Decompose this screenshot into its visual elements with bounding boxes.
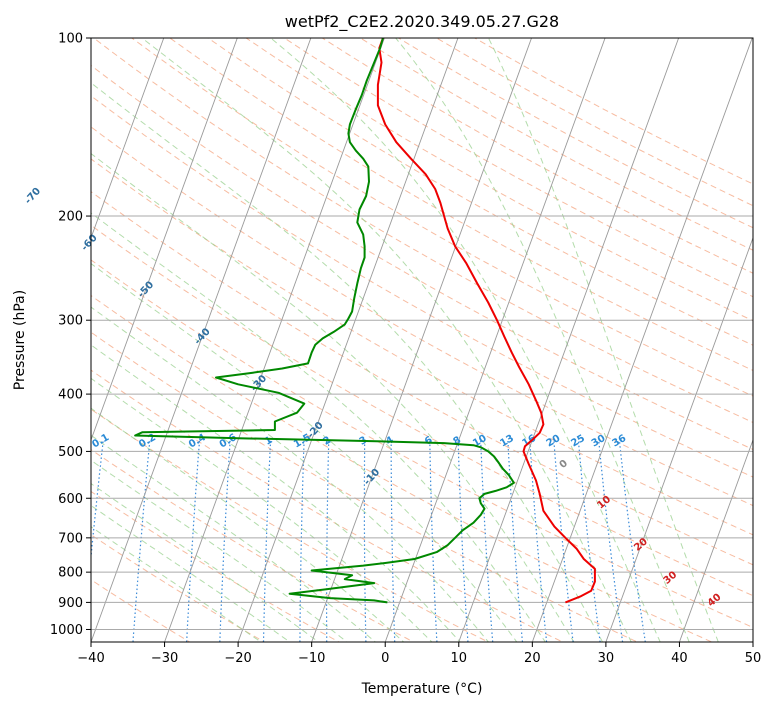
x-tick-label: 50 [745, 651, 762, 666]
isobars [91, 38, 753, 630]
y-tick-label: 1000 [50, 623, 83, 638]
y-tick-label: 200 [58, 210, 83, 225]
isotherm-line [605, 236, 753, 642]
dry-adiabat-line [473, 38, 753, 185]
mixing-ratio-label: 1 [263, 435, 275, 448]
moist-adiabat-line [91, 377, 433, 642]
moist-adiabat-line [269, 38, 661, 642]
dry-adiabat-line [207, 38, 753, 346]
y-tick-label: 400 [58, 388, 83, 403]
isotherm-line [458, 38, 680, 642]
y-tick-label: 300 [58, 314, 83, 329]
mixing-ratio-line [132, 440, 151, 642]
moist-adiabat-line [91, 212, 546, 642]
isotherm-line [678, 438, 753, 642]
dry-adiabat-line [91, 294, 713, 642]
y-tick-label: 600 [58, 492, 83, 507]
y-tick-label: 700 [58, 531, 83, 546]
dry-adiabat-line [130, 38, 753, 397]
moist-adiabat-line [91, 434, 377, 642]
y-tick-label: 800 [58, 566, 83, 581]
axis-ticks: −40 −30 −20 −10 0 10 20 30 40 50 100 200 300 400 500 60… [50, 32, 761, 667]
mixing-ratio-line [262, 440, 272, 642]
x-tick-label: 40 [671, 651, 688, 666]
x-tick-label: −40 [77, 651, 104, 666]
mixing-ratio-line [299, 440, 305, 642]
dry-adiabat-line [435, 38, 753, 207]
moist-adiabat-line [91, 344, 461, 642]
x-tick-label: 20 [524, 651, 541, 666]
mixing-ratio-line [598, 440, 624, 642]
mixing-ratio-line [429, 440, 438, 642]
mixing-ratio-line [577, 440, 601, 642]
mixing-ratio-label: 2 [321, 435, 333, 448]
dry-adiabat-line [91, 490, 340, 642]
mixing-ratio-line [457, 440, 469, 642]
y-tick-label: 500 [58, 445, 83, 460]
dewpoint-profile [134, 38, 515, 604]
dry-adiabat-line [91, 369, 564, 642]
plot-frame [90, 37, 754, 643]
moist-adiabat-line [487, 38, 719, 642]
mixing-ratio-line [390, 440, 396, 642]
isotherm-line [91, 38, 165, 240]
moist-adiabat-line [91, 526, 262, 642]
dry-adiabat-line [245, 38, 753, 322]
moist-adiabats [91, 38, 719, 642]
y-tick-label: 100 [58, 32, 83, 47]
dry-adiabat-line [397, 38, 753, 229]
dry-adiabat-line [91, 64, 753, 450]
moist-adiabat-line [141, 38, 632, 642]
isotherm-line [164, 38, 385, 642]
dry-adiabat-line [169, 38, 753, 371]
moist-adiabat-line [91, 482, 320, 642]
isotherm-line [531, 38, 753, 642]
x-tick-label: 0 [381, 651, 389, 666]
isotherm-line [237, 38, 459, 642]
moist-adiabat-line [91, 306, 490, 642]
skewed-isotherms [91, 38, 753, 642]
y-tick-label: 900 [58, 596, 83, 611]
y-axis-label: Pressure (hPa) [12, 290, 28, 390]
dry-adiabats [91, 38, 753, 642]
x-tick-label: 10 [451, 651, 468, 666]
mixing-ratio-line [363, 440, 367, 642]
isotherm-line [91, 38, 312, 642]
dry-adiabat-line [91, 191, 753, 566]
isotherm-line [91, 38, 238, 442]
x-tick-label: −10 [298, 651, 325, 666]
moist-adiabat-line [395, 38, 690, 642]
isotherm-line [311, 38, 533, 642]
mixing-ratio-label: 8 [451, 435, 463, 448]
mixing-ratio-line [553, 440, 574, 642]
mixing-ratio-line [507, 440, 524, 642]
moist-adiabat-line [91, 82, 604, 642]
moist-adiabat-line [91, 504, 291, 642]
mixing-ratio-label: 6 [423, 435, 435, 448]
x-tick-label: 30 [598, 651, 615, 666]
dry-adiabat-line [91, 449, 415, 642]
profile-series [134, 38, 596, 604]
dry-adiabat-line [91, 534, 266, 642]
moist-adiabat-line [91, 407, 405, 642]
mixing-ratio-line [480, 440, 494, 642]
isotherm-line [384, 38, 606, 642]
mixing-ratio-line [529, 440, 548, 642]
dry-adiabat-line [91, 95, 753, 478]
x-tick-label: −30 [151, 651, 178, 666]
x-axis-label: Temperature (°C) [361, 681, 483, 697]
mixing-ratio-line [618, 440, 646, 642]
chart-title: wetPf2_C2E2.2020.349.05.27.G28 [285, 12, 559, 32]
x-tick-label: −20 [224, 651, 251, 666]
mixing-ratio-line [219, 440, 231, 642]
temperature-profile [376, 38, 596, 604]
dry-adiabat-line [92, 38, 753, 424]
moist-adiabat-line [91, 263, 518, 642]
